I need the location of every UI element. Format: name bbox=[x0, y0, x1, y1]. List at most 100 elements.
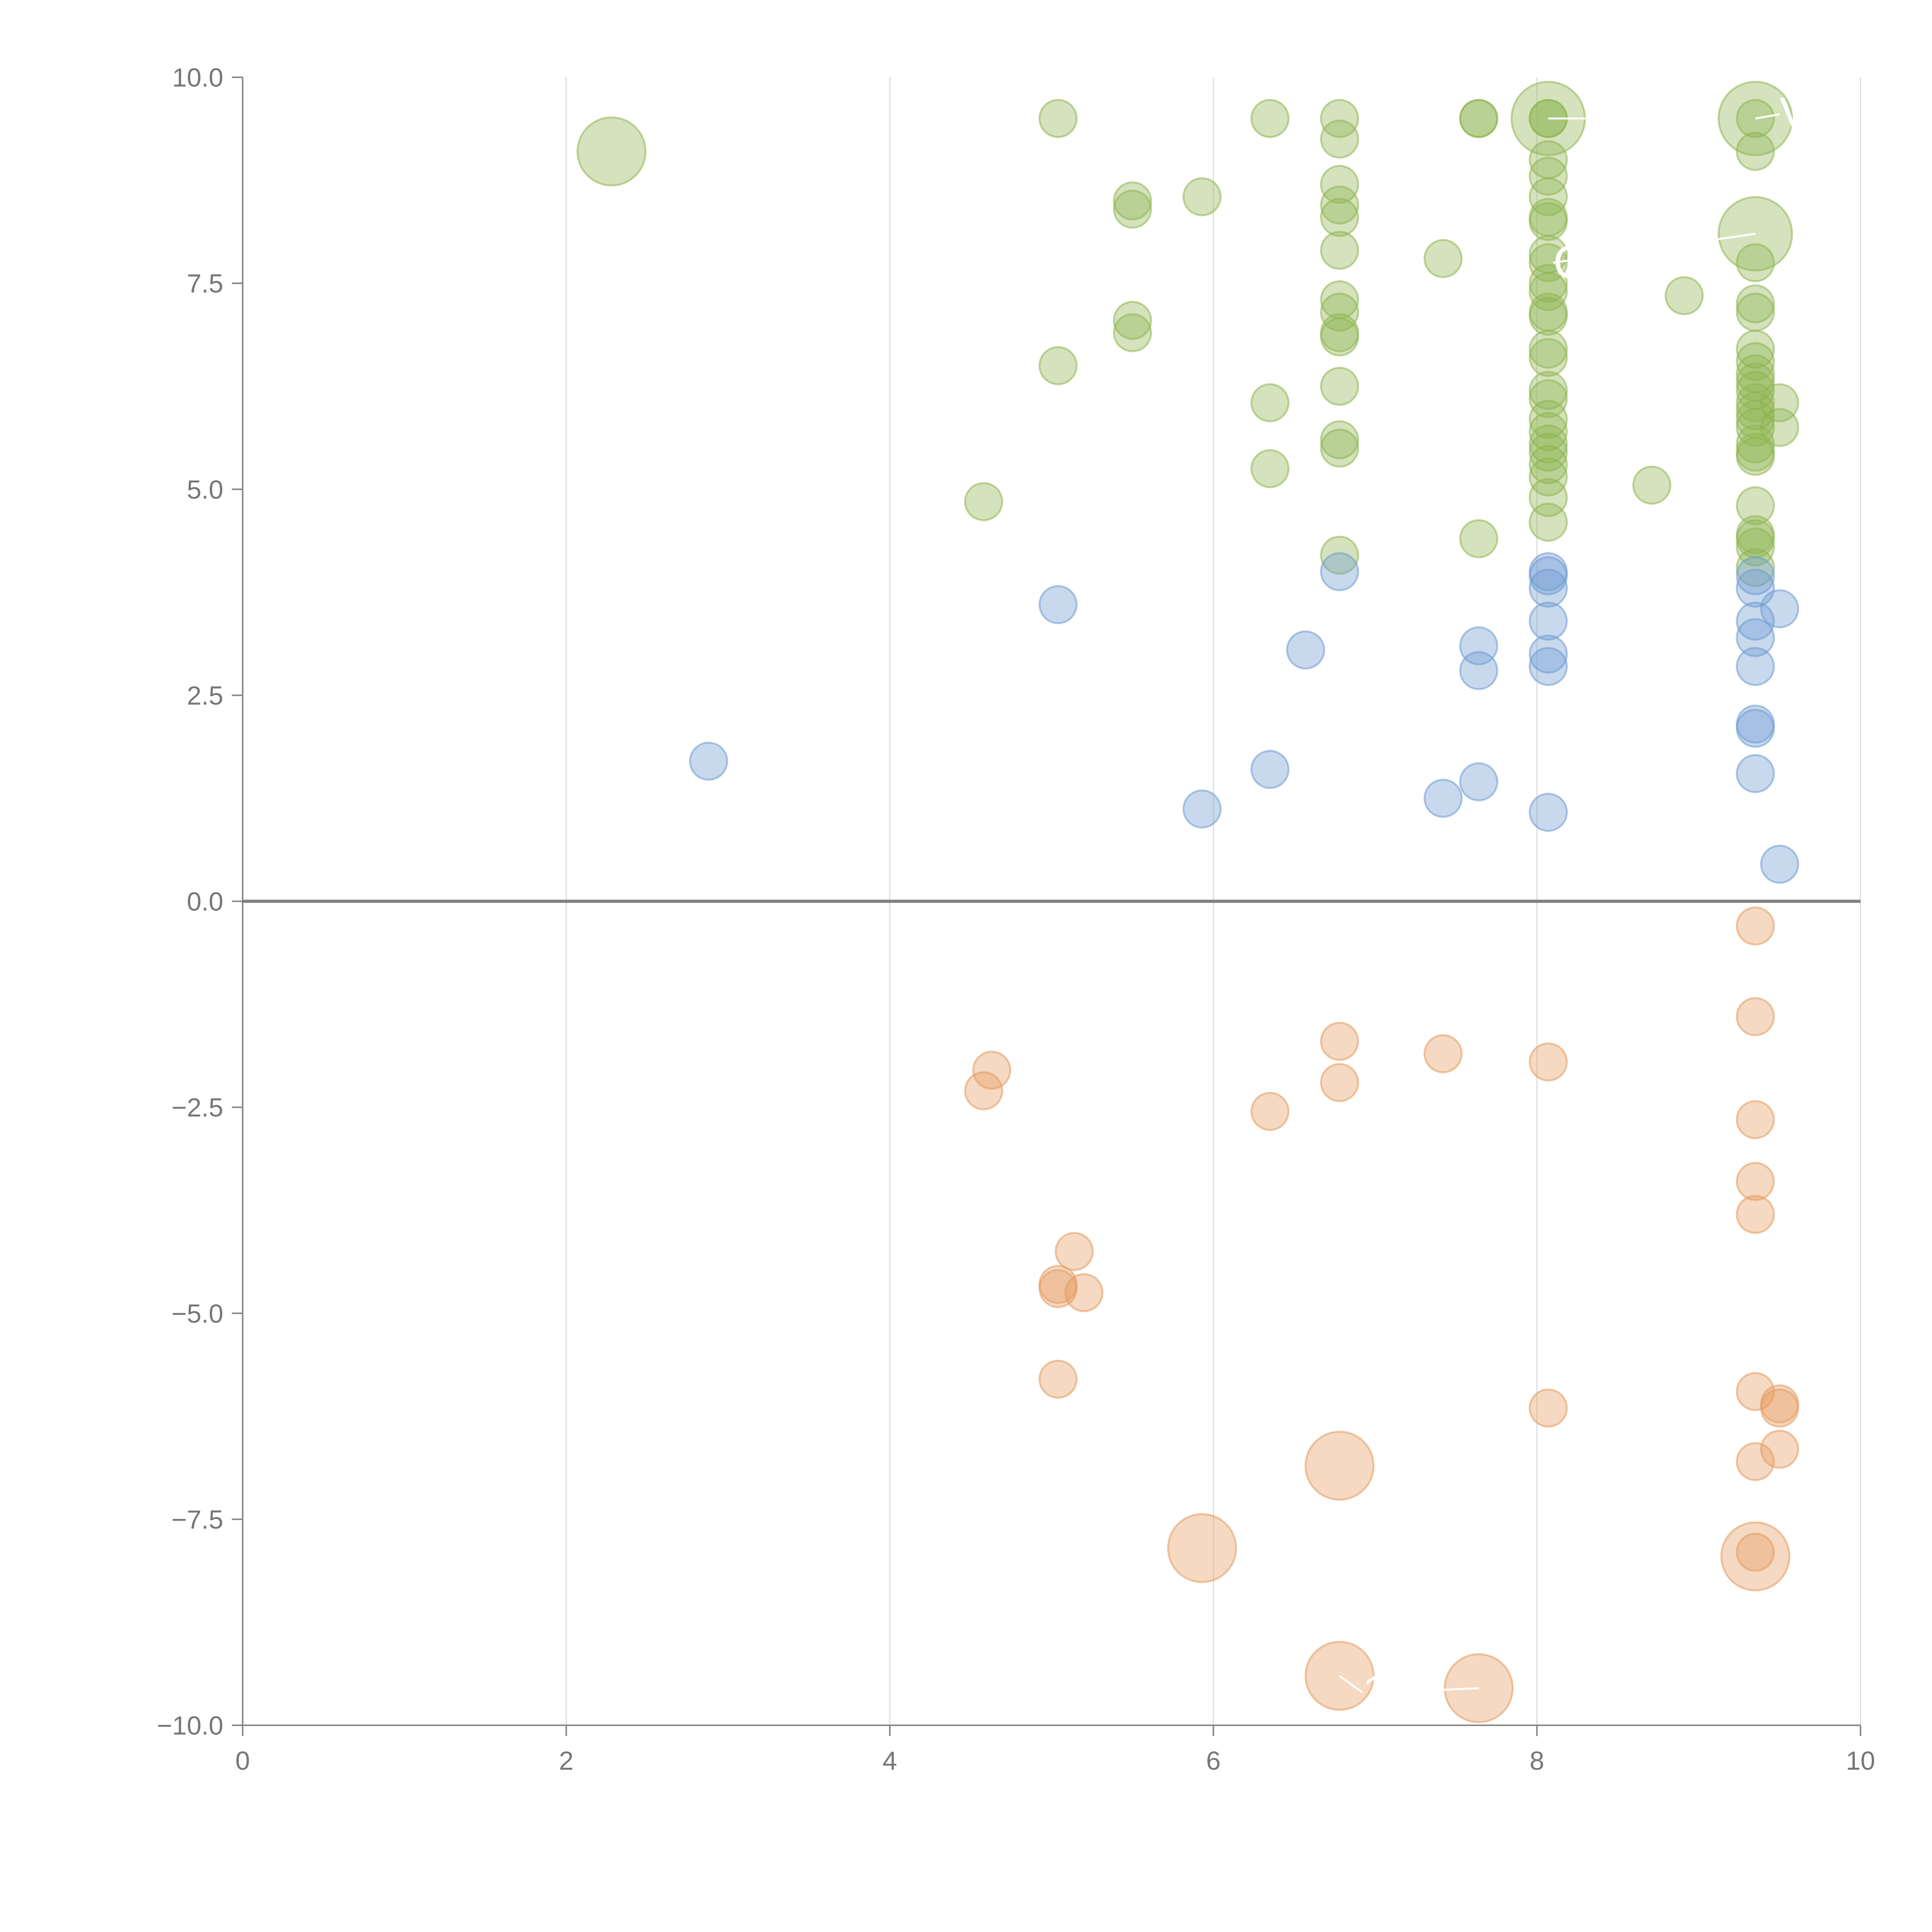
blue-point-15[interactable] bbox=[1529, 647, 1568, 686]
orange-point-4[interactable] bbox=[1038, 1359, 1078, 1399]
green-point-73[interactable] bbox=[1632, 466, 1672, 505]
orange-point-24[interactable] bbox=[1720, 1521, 1791, 1592]
green-point-0[interactable] bbox=[577, 116, 647, 187]
green-point-24[interactable] bbox=[1529, 202, 1568, 241]
blue-point-13[interactable] bbox=[1529, 601, 1568, 641]
orange-point-16[interactable] bbox=[1529, 1388, 1568, 1428]
blue-point-3[interactable] bbox=[1250, 750, 1290, 789]
green-point-59[interactable] bbox=[1529, 371, 1568, 410]
blue-point-8[interactable] bbox=[1459, 651, 1498, 690]
green-point-45[interactable] bbox=[1529, 338, 1568, 377]
green-point-83[interactable] bbox=[1736, 548, 1775, 587]
orange-point-0[interactable] bbox=[964, 1071, 1003, 1111]
blue-point-6[interactable] bbox=[1423, 779, 1463, 818]
green-point-81[interactable] bbox=[1459, 519, 1498, 558]
blue-point-19[interactable] bbox=[1736, 601, 1775, 641]
green-point-1[interactable] bbox=[1038, 99, 1078, 138]
green-point-43[interactable] bbox=[1038, 346, 1078, 385]
blue-point-5[interactable] bbox=[1320, 552, 1359, 591]
green-point-74[interactable] bbox=[964, 482, 1003, 521]
blue-point-14[interactable] bbox=[1529, 634, 1568, 674]
orange-point-1[interactable] bbox=[972, 1051, 1012, 1090]
orange-point-22[interactable] bbox=[1736, 1372, 1775, 1411]
orange-point-5[interactable] bbox=[1054, 1232, 1094, 1271]
orange-point-7[interactable] bbox=[1167, 1513, 1237, 1583]
green-point-44[interactable] bbox=[1529, 330, 1568, 369]
green-point-42[interactable] bbox=[1320, 317, 1359, 357]
green-point-21[interactable] bbox=[1529, 156, 1568, 196]
green-point-15[interactable] bbox=[1182, 177, 1222, 216]
orange-point-6[interactable] bbox=[1064, 1273, 1104, 1312]
green-point-19[interactable] bbox=[1320, 231, 1359, 270]
orange-point-20[interactable] bbox=[1736, 1162, 1775, 1201]
green-point-4[interactable] bbox=[1320, 119, 1359, 159]
green-point-58[interactable] bbox=[1320, 367, 1359, 406]
green-point-27[interactable] bbox=[1423, 239, 1463, 278]
green-point-18[interactable] bbox=[1320, 198, 1359, 237]
orange-point-8[interactable] bbox=[1250, 1092, 1290, 1131]
green-point-72[interactable] bbox=[1250, 449, 1290, 488]
blue-point-11[interactable] bbox=[1529, 556, 1568, 595]
green-point-62[interactable] bbox=[1529, 412, 1568, 451]
orange-point-15[interactable] bbox=[1529, 1042, 1568, 1082]
green-point-6[interactable] bbox=[1459, 99, 1498, 138]
blue-point-4[interactable] bbox=[1286, 630, 1325, 670]
green-point-53[interactable] bbox=[1736, 391, 1775, 431]
green-point-47[interactable] bbox=[1736, 342, 1775, 381]
green-point-26[interactable] bbox=[1736, 243, 1775, 282]
orange-point-17[interactable] bbox=[1736, 906, 1775, 946]
orange-point-28[interactable] bbox=[1760, 1430, 1799, 1469]
green-point-66[interactable] bbox=[1529, 457, 1568, 497]
blue-point-17[interactable] bbox=[1736, 556, 1775, 595]
green-point-12[interactable] bbox=[1736, 132, 1775, 171]
blue-point-0[interactable] bbox=[689, 742, 728, 781]
green-point-38[interactable] bbox=[1113, 313, 1152, 352]
orange-point-9[interactable] bbox=[1320, 1022, 1359, 1061]
green-point-82[interactable] bbox=[1320, 536, 1359, 575]
orange-point-3[interactable] bbox=[1038, 1269, 1078, 1308]
green-point-71[interactable] bbox=[1320, 429, 1359, 468]
blue-point-16[interactable] bbox=[1529, 793, 1568, 832]
green-point-56[interactable] bbox=[1760, 408, 1799, 447]
orange-point-23[interactable] bbox=[1736, 1442, 1775, 1481]
blue-point-24[interactable] bbox=[1736, 754, 1775, 793]
orange-point-11[interactable] bbox=[1304, 1430, 1375, 1501]
green-point-14[interactable] bbox=[1113, 189, 1152, 229]
blue-point-2[interactable] bbox=[1182, 789, 1222, 829]
green-point-30[interactable] bbox=[1529, 264, 1568, 303]
blue-point-9[interactable] bbox=[1459, 762, 1498, 801]
green-point-2[interactable] bbox=[1250, 99, 1290, 138]
green-point-3[interactable] bbox=[1320, 99, 1359, 138]
orange-point-27[interactable] bbox=[1760, 1388, 1799, 1428]
orange-point-19[interactable] bbox=[1736, 1100, 1775, 1139]
green-point-36[interactable] bbox=[1736, 293, 1775, 332]
blue-point-1[interactable] bbox=[1038, 585, 1078, 624]
green-point-77[interactable] bbox=[1736, 486, 1775, 526]
green-point-35[interactable] bbox=[1736, 284, 1775, 323]
green-point-13[interactable] bbox=[1113, 181, 1152, 221]
green-point-80[interactable] bbox=[1736, 527, 1775, 567]
blue-point-23[interactable] bbox=[1736, 709, 1775, 748]
blue-point-26[interactable] bbox=[1760, 845, 1799, 884]
green-point-60[interactable] bbox=[1529, 379, 1568, 418]
orange-point-21[interactable] bbox=[1736, 1195, 1775, 1234]
blue-point-20[interactable] bbox=[1736, 618, 1775, 657]
blue-point-21[interactable] bbox=[1736, 647, 1775, 686]
orange-point-25[interactable] bbox=[1736, 1532, 1775, 1572]
green-point-29[interactable] bbox=[1529, 243, 1568, 282]
green-point-34[interactable] bbox=[1665, 276, 1704, 315]
orange-point-13[interactable] bbox=[1423, 1034, 1463, 1073]
green-point-16[interactable] bbox=[1320, 165, 1359, 204]
orange-point-18[interactable] bbox=[1736, 997, 1775, 1036]
green-point-70[interactable] bbox=[1320, 420, 1359, 459]
blue-point-25[interactable] bbox=[1760, 589, 1799, 628]
blue-point-12[interactable] bbox=[1529, 568, 1568, 608]
green-point-33[interactable] bbox=[1529, 296, 1568, 336]
green-point-37[interactable] bbox=[1113, 301, 1152, 340]
green-point-63[interactable] bbox=[1529, 424, 1568, 464]
green-point-57[interactable] bbox=[1250, 383, 1290, 422]
green-point-69[interactable] bbox=[1736, 437, 1775, 476]
green-point-76[interactable] bbox=[1529, 503, 1568, 542]
orange-point-10[interactable] bbox=[1320, 1063, 1359, 1102]
green-point-67[interactable] bbox=[1736, 424, 1775, 464]
